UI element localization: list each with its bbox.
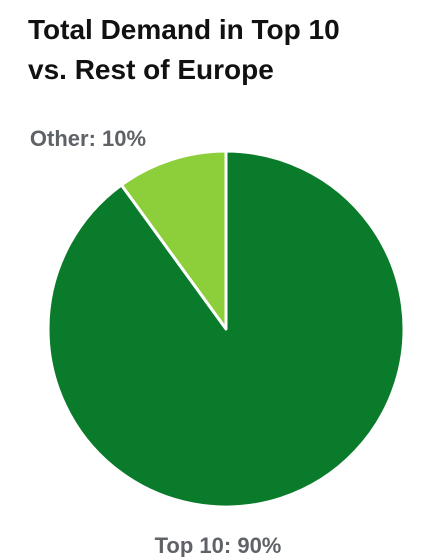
pie-slice-other (119, 149, 228, 331)
pie-slice-top-10 (46, 149, 406, 509)
slice-label-other: Other: 10% (30, 126, 146, 151)
slice-label-top-10: Top 10: 90% (155, 533, 282, 557)
chart-title-line-1: Total Demand in Top 10 (28, 14, 340, 45)
chart-title: Total Demand in Top 10 vs. Rest of Europ… (28, 10, 428, 90)
chart-title-line-2: vs. Rest of Europe (28, 54, 274, 85)
